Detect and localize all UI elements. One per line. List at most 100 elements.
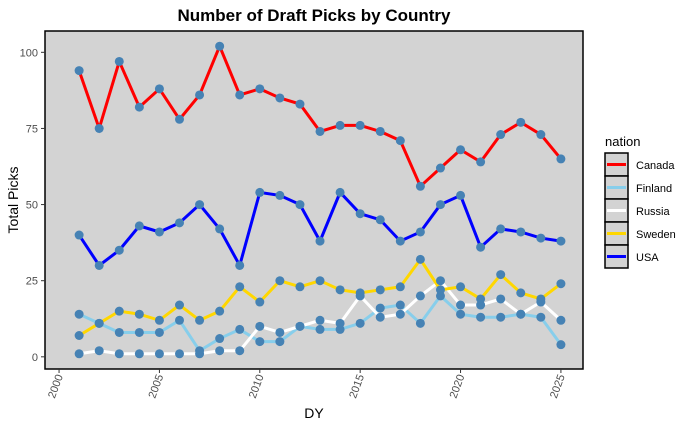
- data-point-sweden: [395, 282, 405, 292]
- data-point-canada: [175, 114, 184, 124]
- data-point-russia: [516, 309, 526, 319]
- chart-title: Number of Draft Picks by Country: [178, 6, 452, 25]
- data-point-canada: [235, 90, 245, 100]
- x-tick-label: 2005: [147, 373, 167, 400]
- data-point-usa: [395, 236, 405, 246]
- y-tick-label: 0: [32, 352, 38, 364]
- data-point-sweden: [536, 294, 546, 304]
- data-point-canada: [315, 126, 325, 136]
- data-point-russia: [235, 346, 245, 356]
- data-point-sweden: [295, 282, 305, 292]
- data-point-usa: [556, 236, 566, 246]
- data-point-finland: [74, 309, 84, 319]
- data-point-finland: [536, 312, 546, 322]
- data-point-finland: [175, 315, 184, 325]
- data-point-russia: [74, 349, 84, 359]
- data-point-usa: [355, 209, 365, 219]
- data-point-sweden: [375, 285, 385, 295]
- data-point-finland: [375, 303, 385, 313]
- data-point-finland: [275, 337, 285, 347]
- data-point-finland: [355, 318, 365, 328]
- y-tick-label: 75: [26, 123, 38, 135]
- data-point-canada: [295, 99, 305, 109]
- legend: Canada Finland Russia Sweden USA: [604, 152, 676, 269]
- data-point-russia: [175, 349, 184, 359]
- data-point-canada: [215, 41, 225, 51]
- data-point-sweden: [435, 285, 445, 295]
- data-point-russia: [295, 321, 305, 331]
- x-tick-label: 2000: [46, 373, 66, 400]
- legend-label-canada: Canada: [636, 160, 675, 172]
- legend-label-sweden: Sweden: [636, 229, 676, 241]
- data-point-finland: [496, 312, 506, 322]
- data-point-usa: [275, 190, 285, 200]
- data-point-canada: [476, 157, 486, 167]
- data-point-usa: [295, 200, 305, 210]
- data-point-canada: [74, 66, 84, 76]
- data-point-sweden: [175, 300, 184, 310]
- data-point-sweden: [476, 294, 486, 304]
- data-point-usa: [175, 218, 184, 228]
- data-point-canada: [335, 120, 345, 130]
- data-point-canada: [395, 136, 405, 146]
- data-point-usa: [415, 227, 425, 237]
- data-point-sweden: [275, 276, 285, 286]
- data-point-canada: [516, 117, 526, 127]
- data-point-usa: [255, 187, 265, 197]
- data-point-russia: [114, 349, 124, 359]
- data-point-sweden: [456, 282, 466, 292]
- data-point-sweden: [235, 282, 245, 292]
- x-axis-label: DY: [304, 405, 324, 421]
- data-point-usa: [134, 221, 144, 231]
- data-point-sweden: [255, 297, 265, 307]
- data-point-usa: [74, 230, 84, 240]
- data-point-usa: [215, 224, 225, 234]
- data-point-russia: [375, 312, 385, 322]
- data-point-usa: [456, 190, 466, 200]
- data-point-finland: [476, 312, 486, 322]
- data-point-russia: [215, 346, 225, 356]
- data-point-russia: [255, 321, 265, 331]
- data-point-usa: [476, 242, 486, 252]
- data-point-canada: [556, 154, 566, 164]
- data-point-usa: [114, 245, 124, 255]
- data-point-russia: [556, 315, 566, 325]
- data-point-finland: [415, 318, 425, 328]
- data-point-russia: [496, 294, 506, 304]
- data-point-russia: [275, 327, 285, 337]
- data-point-canada: [375, 126, 385, 136]
- data-point-usa: [536, 233, 546, 243]
- data-point-usa: [516, 227, 526, 237]
- data-point-usa: [154, 227, 164, 237]
- data-point-russia: [335, 318, 345, 328]
- legend-label-finland: Finland: [636, 183, 672, 195]
- data-point-canada: [435, 163, 445, 173]
- data-point-finland: [395, 300, 405, 310]
- y-axis-label: Total Picks: [5, 167, 21, 234]
- data-point-finland: [456, 309, 466, 319]
- data-point-sweden: [355, 288, 365, 298]
- data-point-sweden: [94, 318, 104, 328]
- data-point-finland: [255, 337, 265, 347]
- data-point-sweden: [496, 270, 506, 280]
- legend-label-usa: USA: [636, 252, 659, 264]
- data-point-russia: [134, 349, 144, 359]
- data-point-canada: [456, 145, 466, 155]
- data-point-usa: [315, 236, 325, 246]
- data-point-russia: [154, 349, 164, 359]
- data-point-usa: [375, 215, 385, 225]
- x-tick-label: 2025: [548, 373, 568, 400]
- data-point-russia: [195, 349, 205, 359]
- data-point-sweden: [335, 285, 345, 295]
- data-point-canada: [154, 84, 164, 94]
- data-point-usa: [94, 260, 104, 270]
- data-point-canada: [114, 56, 124, 66]
- data-point-finland: [215, 334, 225, 344]
- data-point-sweden: [415, 254, 425, 264]
- data-point-sweden: [215, 306, 225, 316]
- data-point-russia: [415, 291, 425, 301]
- data-point-finland: [556, 340, 566, 350]
- y-tick-label: 100: [20, 47, 38, 59]
- data-point-canada: [415, 181, 425, 191]
- x-tick-label: 2010: [247, 373, 267, 400]
